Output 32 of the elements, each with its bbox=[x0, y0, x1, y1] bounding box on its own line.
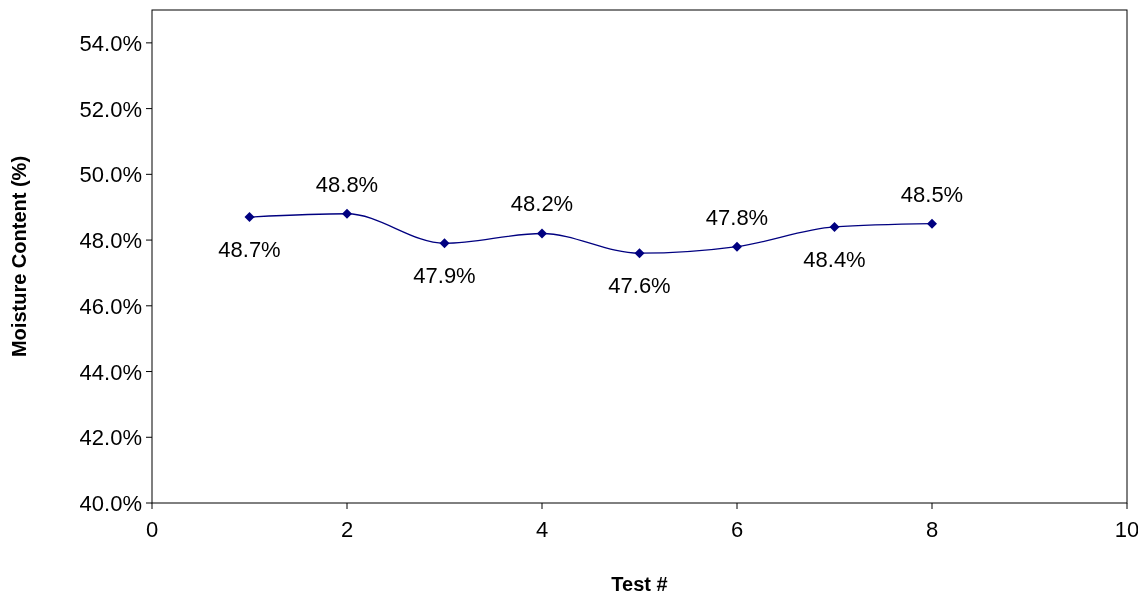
point bbox=[537, 228, 547, 239]
point bbox=[829, 221, 840, 232]
y-tick-label: 48.0% bbox=[79, 228, 142, 254]
y-axis-title: Moisture Content (%) bbox=[8, 155, 30, 358]
point bbox=[634, 248, 645, 259]
y-tick-label: 44.0% bbox=[79, 359, 142, 385]
x-tick-label: 2 bbox=[340, 517, 354, 542]
point bbox=[927, 218, 937, 229]
y-tick-label: 50.0% bbox=[79, 162, 142, 188]
y-tick-label: 42.0% bbox=[79, 425, 142, 451]
text: 47.6% bbox=[608, 273, 671, 299]
point bbox=[342, 208, 352, 219]
text: 48.5% bbox=[900, 181, 964, 207]
y-tick-label: 52.0% bbox=[79, 96, 142, 122]
x-tick-label: 10 bbox=[1114, 517, 1140, 542]
y-tick-label: 46.0% bbox=[79, 293, 142, 319]
y-tick-label: 40.0% bbox=[79, 491, 142, 516]
point bbox=[732, 241, 742, 252]
text: 47.8% bbox=[705, 204, 769, 230]
text: 47.9% bbox=[413, 263, 476, 289]
y-tick-label: 54.0% bbox=[79, 30, 142, 56]
text: 48.4% bbox=[803, 246, 866, 272]
x-tick-label: 6 bbox=[730, 517, 744, 542]
point bbox=[439, 238, 450, 249]
point bbox=[244, 212, 255, 223]
text: 48.8% bbox=[315, 171, 379, 197]
x-tick-label: 0 bbox=[145, 517, 159, 542]
x-tick-label: 8 bbox=[925, 517, 939, 542]
x-axis-title: Test # bbox=[611, 573, 668, 595]
text: 48.2% bbox=[510, 191, 574, 217]
text: 48.7% bbox=[218, 237, 281, 263]
x-tick-label: 4 bbox=[535, 517, 549, 542]
